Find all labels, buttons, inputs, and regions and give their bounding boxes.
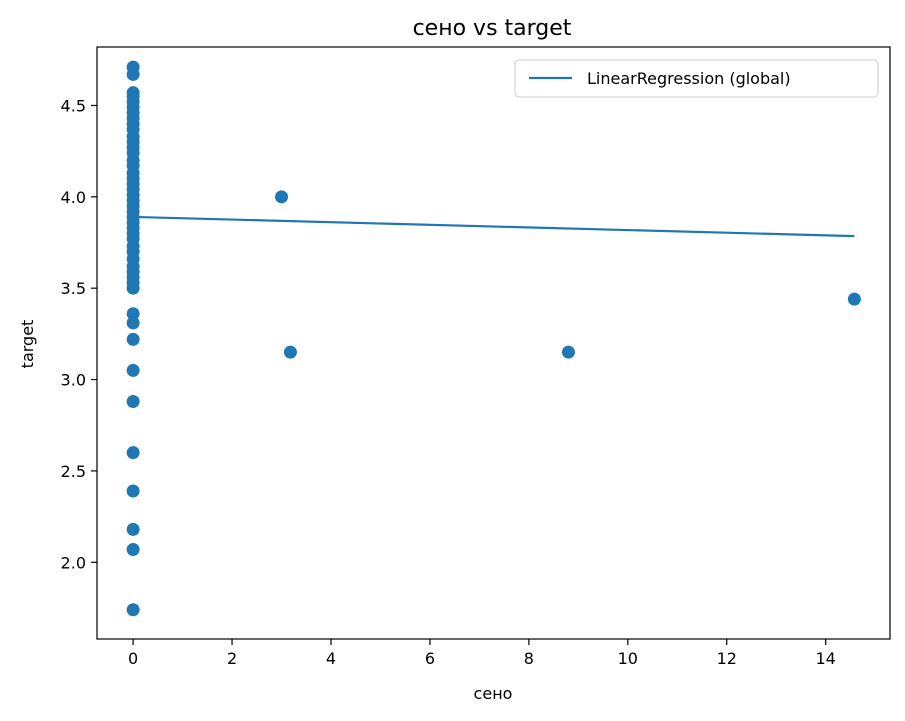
- x-axis-label: сено: [474, 684, 513, 703]
- scatter-point: [561, 345, 575, 359]
- x-tick-label: 2: [227, 649, 237, 668]
- scatter-point: [283, 345, 297, 359]
- regression-line-layer: [133, 215, 855, 238]
- chart-title: сено vs target: [413, 16, 572, 41]
- y-tick-label: 2.0: [61, 553, 86, 572]
- scatter-point: [126, 307, 140, 321]
- regression-line: [133, 215, 855, 238]
- x-tick-label: 8: [524, 649, 534, 668]
- x-axis-ticks: 0 2 4 6 8 10 12 14: [128, 639, 836, 668]
- y-axis-label: target: [18, 320, 37, 369]
- x-tick-label: 14: [816, 649, 836, 668]
- y-tick-label: 4.5: [61, 96, 86, 115]
- x-tick-label: 0: [128, 649, 138, 668]
- legend: LinearRegression (global): [514, 59, 879, 98]
- x-tick-label: 10: [618, 649, 638, 668]
- scatter-point: [126, 394, 140, 408]
- legend-label: LinearRegression (global): [587, 69, 791, 88]
- y-tick-label: 2.5: [61, 462, 86, 481]
- x-tick-label: 12: [717, 649, 737, 668]
- y-tick-label: 3.5: [61, 279, 86, 298]
- scatter-point: [126, 542, 140, 556]
- y-tick-label: 3.0: [61, 371, 86, 390]
- scatter-point: [126, 484, 140, 498]
- x-tick-label: 4: [326, 649, 336, 668]
- axes-frame: [96, 46, 891, 640]
- scatter-point: [126, 603, 140, 617]
- scatter-point: [126, 522, 140, 536]
- scatter-point: [126, 332, 140, 346]
- legend-box: [514, 59, 879, 98]
- y-axis-ticks: 2.0 2.5 3.0 3.5 4.0 4.5: [61, 96, 97, 572]
- scatter-point: [126, 281, 140, 295]
- y-tick-label: 4.0: [61, 188, 86, 207]
- scatter-point: [126, 363, 140, 377]
- scatter-point: [126, 446, 140, 460]
- scatter-point: [126, 316, 140, 330]
- plot-area: [126, 60, 861, 617]
- scatter-points: [126, 60, 861, 617]
- scatter-point: [126, 67, 140, 81]
- scatter-point: [847, 292, 861, 306]
- scatter-point: [275, 190, 289, 204]
- x-tick-label: 6: [425, 649, 435, 668]
